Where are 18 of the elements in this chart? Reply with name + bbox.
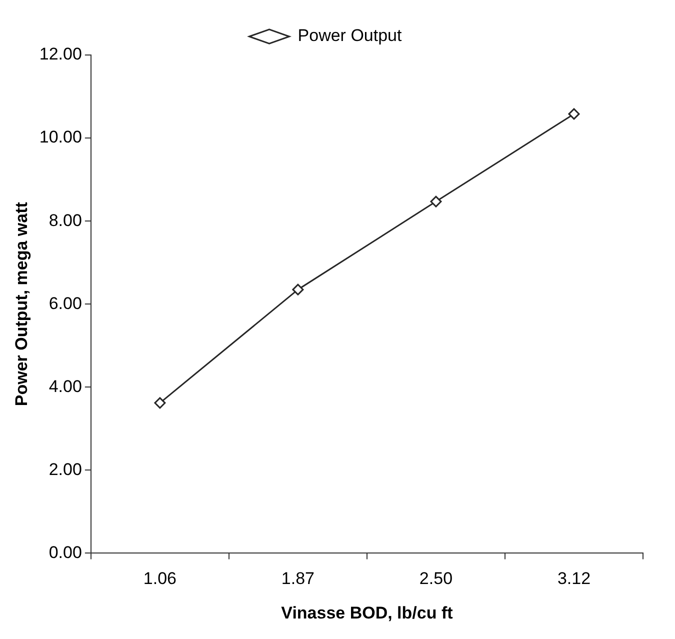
x-tick-label: 1.06	[143, 569, 176, 588]
legend-label: Power Output	[298, 26, 402, 46]
point	[430, 196, 442, 208]
x-tick-label: 2.50	[419, 569, 453, 588]
y-tick-label: 6.00	[48, 294, 82, 313]
x-tick-label: 1.87	[281, 569, 315, 588]
point	[568, 108, 580, 120]
y-tick-label: 0.00	[48, 542, 82, 562]
y-tick-label: 12.00	[39, 44, 82, 64]
x-axis-title: Vinasse BOD, lb/cu ft	[281, 603, 454, 622]
y-tick-label: 4.00	[48, 376, 82, 396]
y-tick-label: 8.00	[48, 210, 82, 230]
y-tick-label: 10.00	[39, 128, 82, 147]
point	[154, 397, 166, 409]
y-tick-label: 2.00	[48, 460, 82, 479]
point	[292, 284, 304, 296]
x-tick-label: 3.12	[557, 569, 591, 588]
y-axis-title: Power Output, mega watt	[12, 202, 31, 406]
